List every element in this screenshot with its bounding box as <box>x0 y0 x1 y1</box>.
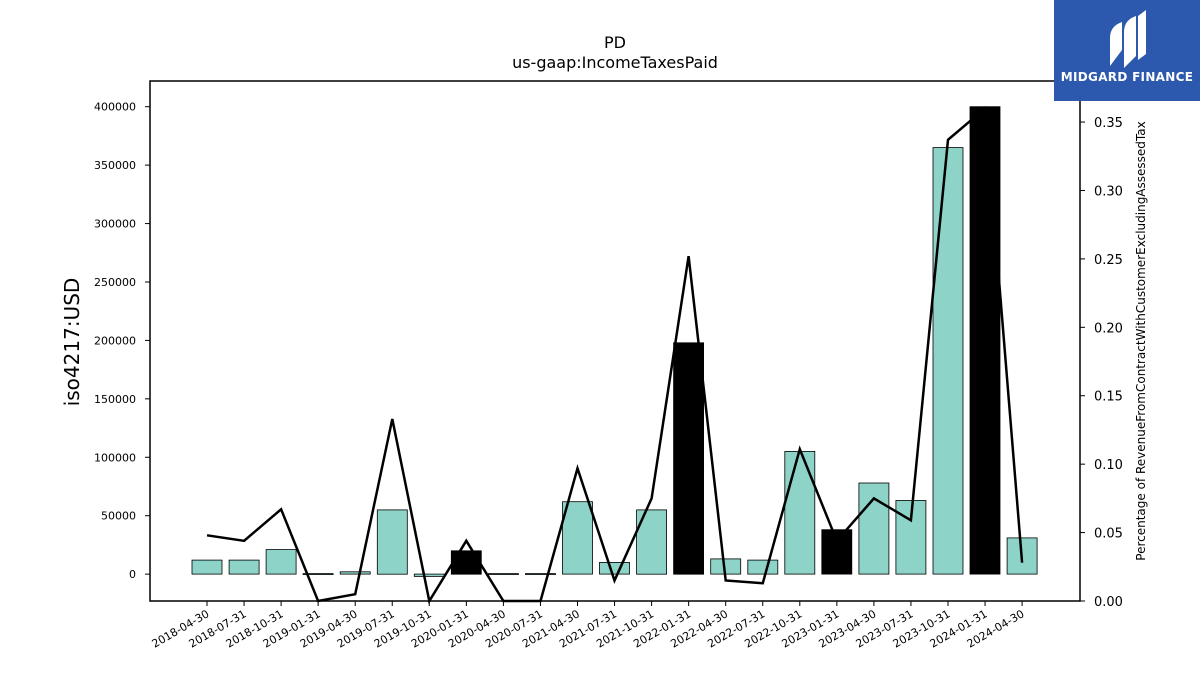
y-tick-label: 250000 <box>94 276 136 289</box>
plot-frame <box>149 80 1081 602</box>
bar-2019-10-31 <box>413 573 445 577</box>
bar-2023-01-31 <box>821 529 853 575</box>
y2-tick-label: 0.10 <box>1094 458 1123 473</box>
y2-tick-label: 0.25 <box>1094 253 1123 268</box>
chart-subtitle: us-gaap:IncomeTaxesPaid <box>512 53 718 72</box>
y-tick-label: 300000 <box>94 218 136 231</box>
bar-2021-04-30 <box>562 501 593 575</box>
ratio-line <box>206 105 1024 605</box>
bar-2018-04-30 <box>191 559 223 575</box>
midgard-finance-logo: MIDGARD FINANCE <box>1054 0 1200 101</box>
y2-tick-label: 0.05 <box>1094 527 1123 542</box>
y-tick-label: 100000 <box>94 451 136 464</box>
y2-tick-label: 0.30 <box>1094 184 1123 199</box>
y2-tick-label: 0.15 <box>1094 390 1123 405</box>
y-tick-label: 150000 <box>94 393 136 406</box>
y2-axis-label: Percentage of RevenueFromContractWithCus… <box>1134 121 1148 560</box>
bar-2023-10-31 <box>932 147 964 575</box>
y2-tick-label: 0.20 <box>1094 321 1123 336</box>
x-ticks: 2018-04-302018-07-312018-10-312019-01-31… <box>150 601 1027 651</box>
y2-ticks: 0.00 0.05 0.10 0.15 0.20 0.25 0.30 0.35 <box>1080 116 1123 610</box>
y-tick-label: 0 <box>129 568 136 581</box>
logo-text: MIDGARD FINANCE <box>1060 70 1194 84</box>
y-tick-label: 50000 <box>101 510 136 523</box>
y2-tick-label: 0.00 <box>1094 595 1123 610</box>
bar-2019-01-31 <box>302 573 334 575</box>
bar-2020-01-31 <box>450 550 482 575</box>
bar-2024-01-31 <box>969 106 1001 575</box>
y-axis-label: iso4217:USD <box>60 278 84 407</box>
bar-2021-07-31 <box>599 562 630 575</box>
ratio-line-group <box>206 105 1024 605</box>
bar-2018-10-31 <box>265 549 297 575</box>
bar-2020-07-31 <box>525 573 556 575</box>
y-ticks: 0 50000 100000 150000 200000 250000 300000 3500… <box>94 101 150 581</box>
bar-2019-04-30 <box>339 571 371 575</box>
bar-2023-04-30 <box>858 482 890 575</box>
bar-2018-07-31 <box>228 559 260 575</box>
bars <box>191 106 1038 577</box>
y-tick-label: 350000 <box>94 159 136 172</box>
chart-title: PD <box>604 33 626 52</box>
bar-2022-10-31 <box>784 450 816 575</box>
bar-2022-07-31 <box>747 559 779 575</box>
y-tick-label: 200000 <box>94 334 136 347</box>
bar-2022-01-31 <box>673 342 704 575</box>
y2-tick-label: 0.35 <box>1094 116 1123 131</box>
y-tick-label: 400000 <box>94 101 136 114</box>
logo-mark-icon <box>1110 10 1146 68</box>
bar-2020-04-30 <box>487 573 519 575</box>
bar-2019-07-31 <box>376 509 408 575</box>
